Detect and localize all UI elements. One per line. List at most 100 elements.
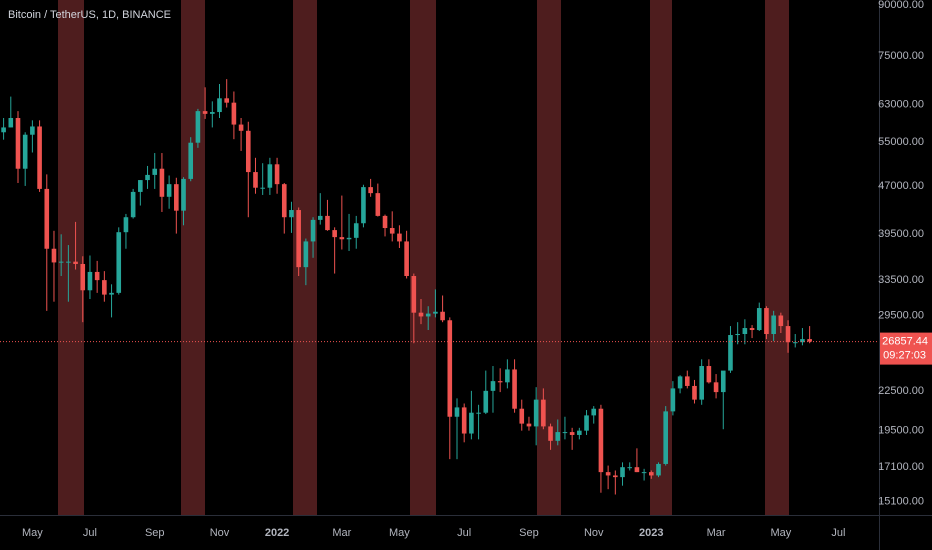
candle-body [87, 271, 93, 291]
candle-body [382, 215, 388, 229]
candle-body [368, 187, 373, 194]
candle-body [490, 381, 496, 391]
candle-body [541, 399, 546, 427]
x-tick-label: Jul [83, 527, 97, 539]
candle-body [37, 126, 42, 189]
candle-body [634, 467, 640, 473]
candle-body [598, 408, 604, 473]
candle-body [512, 369, 517, 409]
candle-body [159, 168, 165, 197]
x-tick-label: Mar [332, 527, 351, 539]
x-tick-label: May [770, 527, 791, 539]
candle-body [735, 334, 740, 336]
band [58, 0, 84, 515]
candle-body [346, 237, 352, 240]
candle-body [620, 467, 625, 478]
candle-body [785, 326, 791, 343]
candle-body [339, 237, 345, 240]
candle-body [792, 342, 798, 344]
candle-body [483, 390, 489, 413]
candle-body [174, 184, 179, 211]
band [410, 0, 436, 515]
countdown-label: 09:27:03 [883, 350, 926, 362]
candle-body [303, 241, 309, 268]
x-tick-label: Mar [707, 527, 726, 539]
candle-body [497, 381, 503, 383]
candle-body [627, 467, 633, 469]
candle-body [605, 472, 611, 476]
candle-body [245, 130, 251, 173]
y-tick-label: 90000.00 [878, 0, 924, 11]
candle-body [555, 432, 561, 441]
candle-body [152, 168, 158, 175]
candle-body [425, 313, 431, 317]
candle-body [274, 164, 280, 185]
candle-body [692, 385, 697, 400]
candle-body [325, 215, 330, 231]
candle-body [454, 407, 460, 417]
candle-body [253, 172, 258, 188]
candle-body [224, 98, 229, 103]
y-tick-label: 29500.00 [878, 309, 924, 321]
candle-body [15, 117, 21, 169]
candle-body [404, 241, 409, 277]
candle-body [649, 472, 654, 476]
candle-body [389, 228, 395, 234]
candle-body [656, 463, 661, 476]
candle-body [764, 308, 769, 335]
candle-body [166, 184, 172, 197]
candle-body [526, 423, 532, 427]
x-tick-label: 2022 [265, 527, 289, 539]
x-tick-label: Nov [210, 527, 230, 539]
candle-body [742, 328, 748, 335]
candle-body [181, 178, 186, 211]
candle-body [281, 184, 287, 218]
candle-body [361, 187, 366, 224]
candle-body [138, 180, 143, 192]
y-tick-label: 75000.00 [878, 50, 924, 62]
candle-body [109, 292, 114, 295]
candle-body [353, 223, 359, 238]
candle-body [317, 215, 323, 220]
candle-body [440, 311, 445, 321]
candle-body [728, 335, 733, 371]
candle-body [684, 376, 690, 386]
candle-body [476, 412, 481, 414]
band [181, 0, 205, 515]
candle-body [771, 315, 776, 335]
x-tick-label: Jul [457, 527, 471, 539]
x-tick-label: May [22, 527, 43, 539]
candle-body [195, 111, 201, 143]
band [650, 0, 672, 515]
candle-body [22, 134, 28, 169]
candle-body [310, 219, 316, 242]
candle-body [210, 112, 215, 114]
y-tick-label: 17100.00 [878, 461, 924, 473]
candle-body [562, 432, 568, 434]
candle-body [73, 261, 78, 264]
candle-body [296, 210, 301, 268]
candle-body [505, 369, 510, 383]
last-price-box [880, 332, 932, 365]
candle-body [613, 475, 618, 478]
candle-body [80, 263, 86, 291]
candle-body [375, 193, 381, 216]
band [765, 0, 789, 515]
candle-body [699, 366, 704, 400]
candle-body [231, 102, 237, 125]
candle-body [116, 232, 122, 293]
y-tick-label: 63000.00 [878, 98, 924, 110]
candle-body [469, 412, 474, 434]
x-tick-label: Sep [145, 527, 165, 539]
y-tick-label: 15100.00 [878, 496, 924, 508]
candle-body [238, 124, 244, 131]
candle-body [102, 280, 107, 295]
candle-body [461, 407, 467, 434]
candle-body [713, 382, 719, 393]
candle-body [30, 126, 35, 135]
x-tick-label: Sep [519, 527, 539, 539]
y-tick-label: 39500.00 [878, 228, 924, 240]
candle-body [591, 408, 597, 416]
candle-body [807, 339, 812, 342]
